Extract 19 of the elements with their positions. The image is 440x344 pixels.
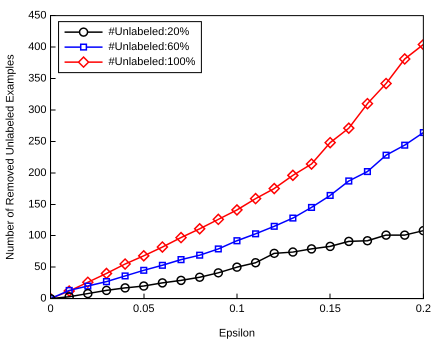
x-tick-label: 0.05 — [133, 303, 154, 316]
y-tick-label: 350 — [28, 72, 47, 85]
x-tick-label: 0.1 — [229, 303, 245, 316]
y-tick-label: 450 — [28, 10, 47, 22]
legend-label: #Unlabeled:100% — [108, 56, 196, 68]
x-tick-label: 0.2 — [416, 303, 432, 316]
legend-label: #Unlabeled:60% — [108, 41, 190, 54]
y-tick-label: 150 — [28, 198, 47, 210]
y-tick-label: 300 — [28, 104, 47, 116]
y-tick-label: 0 — [40, 292, 47, 305]
y-tick-label: 100 — [28, 230, 47, 242]
y-tick-label: 250 — [28, 135, 47, 148]
legend-label: #Unlabeled:20% — [108, 26, 190, 38]
y-tick-label: 200 — [28, 166, 47, 179]
y-axis-title: Number of Removed Unlabeled Examples — [4, 54, 17, 260]
y-tick-label: 50 — [34, 261, 47, 274]
x-tick-label: 0.15 — [319, 303, 341, 316]
y-tick-label: 400 — [28, 41, 47, 54]
x-axis-title: Epsilon — [218, 327, 255, 340]
